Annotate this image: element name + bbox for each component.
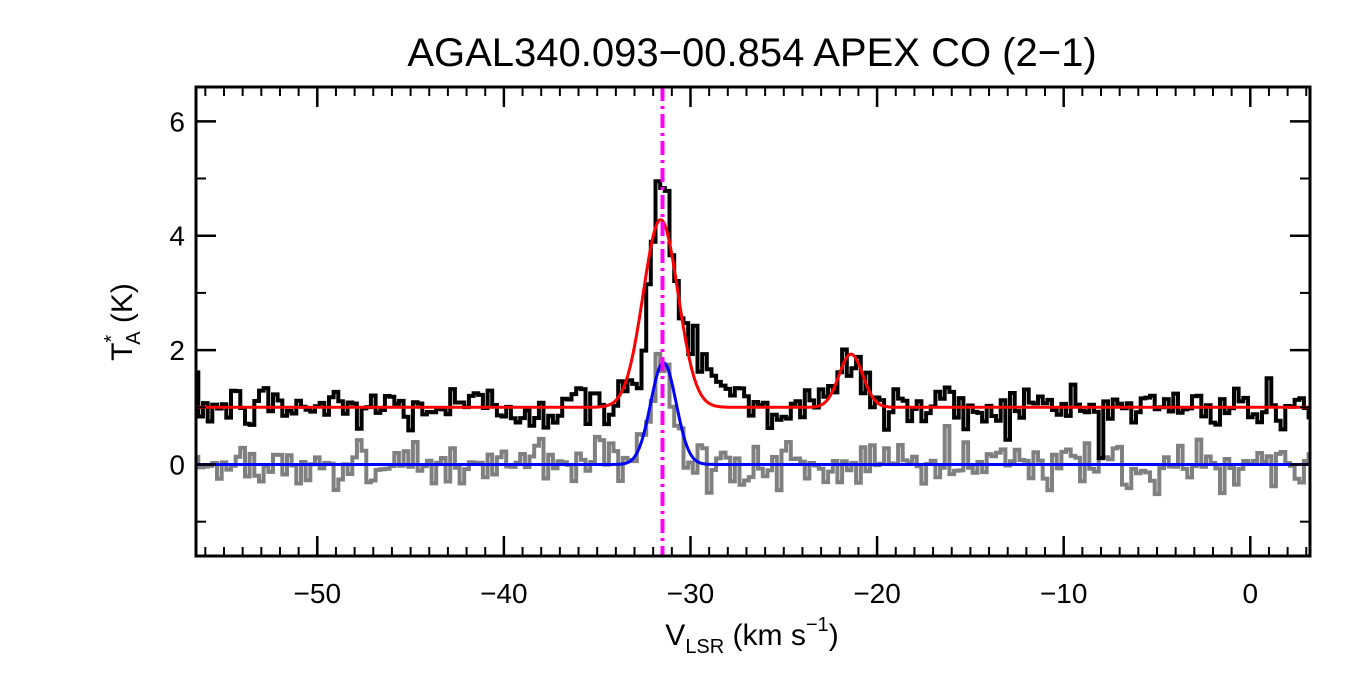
y-axis-label-sub: A <box>123 331 145 345</box>
y-tick-label: 6 <box>169 106 185 137</box>
y-tick-label: 2 <box>169 335 185 366</box>
x-tick-label: −10 <box>1040 578 1088 609</box>
total-fit-line <box>196 218 1310 409</box>
x-tick-labels: −50 −40 −30 −20 −10 0 <box>294 578 1259 609</box>
residual-spectrum-line <box>196 351 1310 497</box>
x-axis-label-sub: LSR <box>685 636 724 658</box>
x-axis-label-rest: (km s <box>724 619 806 652</box>
plot-frame <box>194 85 1312 558</box>
x-tick-label: −20 <box>853 578 901 609</box>
y-axis-label-rest: (K) <box>106 283 139 331</box>
ticks-layer <box>196 87 1310 556</box>
data-layer <box>196 87 1310 556</box>
component-fit-line <box>196 361 1310 466</box>
x-tick-label: −40 <box>480 578 528 609</box>
chart-title: AGAL340.093−00.854 APEX CO (2−1) <box>407 31 1096 75</box>
x-tick-label: −50 <box>294 578 342 609</box>
observed-spectrum-line <box>196 179 1310 461</box>
x-axis-label-end: ) <box>829 619 839 652</box>
y-tick-label: 4 <box>169 221 185 252</box>
y-axis-label-sup: * <box>101 335 123 343</box>
y-axis-label-main: T <box>106 343 139 361</box>
x-axis-label-main: V <box>665 619 685 652</box>
y-axis-label: T*A (K) <box>101 283 145 361</box>
x-tick-label: 0 <box>1242 578 1258 609</box>
y-tick-label: 0 <box>169 449 185 480</box>
x-axis-label: VLSR (km s−1) <box>665 614 838 658</box>
x-tick-label: −30 <box>667 578 715 609</box>
y-tick-labels: 0 2 4 6 <box>169 106 185 480</box>
x-axis-label-sup: −1 <box>806 614 829 636</box>
